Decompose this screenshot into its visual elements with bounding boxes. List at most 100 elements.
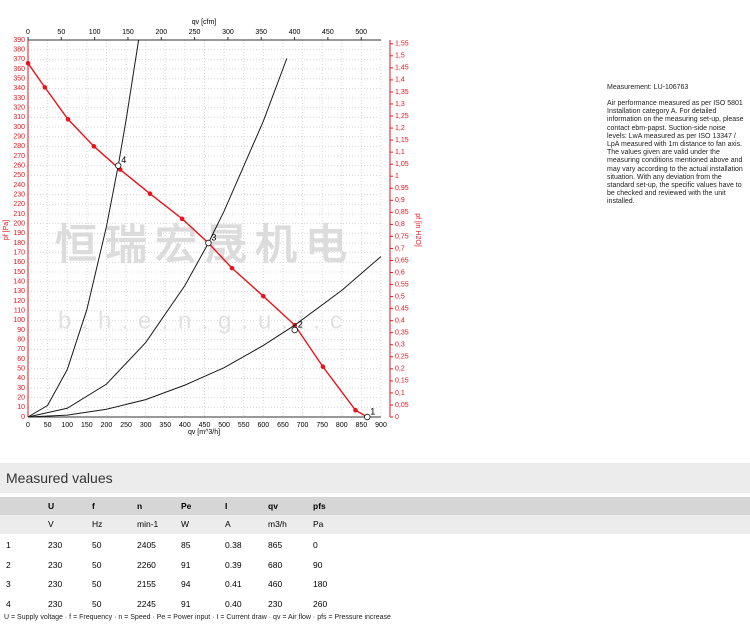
data-cell: 50: [92, 540, 102, 550]
footer: U = Supply voltage · f = Frequency · n =…: [4, 614, 391, 621]
x-tick-label: 600: [257, 422, 269, 429]
point: [42, 85, 48, 90]
unit-cell: Hz: [92, 519, 103, 529]
y2-tick-label: 1,1: [395, 149, 405, 156]
point: [147, 191, 153, 196]
y2-tick-label: 1,35: [395, 89, 409, 96]
x-tick-label: 550: [238, 422, 250, 429]
y2-tick-label: 0,2: [395, 366, 405, 373]
data-row: 4 230 50 2245 91 0.40 230 260: [0, 595, 750, 614]
y-tick-label: 280: [13, 143, 25, 150]
x-tick-label: 700: [297, 422, 309, 429]
header-cell: qv: [268, 501, 278, 511]
x-tick-label: 500: [218, 422, 230, 429]
y2-tick-label: 0,6: [395, 269, 405, 276]
x2-tick-label: 150: [122, 29, 134, 36]
y2-tick-label: 0,3: [395, 342, 405, 349]
y-tick-label: 70: [17, 346, 25, 353]
x-tick-label: 450: [199, 422, 211, 429]
y2-tick-label: 0,25: [395, 354, 409, 361]
x-tick-label: 350: [159, 422, 171, 429]
point: [65, 116, 71, 122]
x-tick-label: 250: [120, 422, 132, 429]
unit-cell: W: [181, 519, 190, 529]
y2-tick-label: 0,35: [395, 330, 409, 337]
y2-tick-label: 0: [395, 414, 399, 421]
data-cell: 3: [6, 579, 11, 589]
unit-cell: V: [48, 519, 54, 529]
data-cell: 0.38: [225, 540, 242, 550]
unit-cell: min-1: [137, 519, 159, 529]
x2-tick-label: 300: [222, 29, 234, 36]
x-tick-label: 150: [81, 422, 93, 429]
y-tick-label: 0: [21, 414, 25, 421]
y-tick-label: 60: [17, 356, 25, 363]
y2-tick-label: 0,55: [395, 281, 409, 288]
y-tick-label: 320: [13, 105, 25, 112]
y2-tick-label: 0,7: [395, 245, 405, 252]
measurement: Measurement: LU-106763: [607, 84, 689, 91]
y-tick-label: 290: [13, 134, 25, 141]
y-tick-label: 50: [17, 366, 25, 373]
data-cell: 4: [6, 598, 11, 609]
y-tick-label: 350: [13, 76, 25, 83]
unit-cell: Pa: [313, 519, 324, 529]
y2-tick-label: 1,05: [395, 161, 409, 168]
y-tick-label: 260: [13, 163, 25, 170]
x2-tick-label: 100: [89, 29, 101, 36]
y-tick-label: 330: [13, 95, 25, 102]
y2-tick-label: 0,15: [395, 378, 409, 385]
y-tick-label: 220: [13, 201, 25, 208]
header-cell: I: [225, 501, 228, 511]
y2-tick-label: 1,5: [395, 53, 405, 60]
y-tick-label: 40: [17, 375, 25, 382]
data-cell: 230: [268, 598, 283, 609]
data-cell: 230: [48, 579, 63, 589]
data-cell: 0.41: [225, 579, 242, 589]
y-label: pf [Pa]: [3, 220, 10, 240]
y2-label: pf [in H2O]: [414, 213, 421, 247]
x2-tick-label: 0: [26, 29, 30, 36]
point: [179, 216, 185, 222]
data-cell: 230: [48, 598, 63, 609]
point: [353, 407, 358, 413]
data-cell: 2245: [137, 598, 156, 609]
curve: [27, 58, 288, 418]
y-tick-label: 150: [13, 269, 25, 276]
y-tick-label: 30: [17, 385, 25, 392]
data-cell: 50: [92, 579, 102, 589]
x-tick-label: 400: [179, 422, 191, 429]
y2-tick-label: 0,8: [395, 221, 405, 228]
data-row: 3 230 50 2155 94 0.41 460 180: [0, 575, 750, 594]
y2-tick-label: 1,55: [395, 41, 409, 48]
x2-tick-label: 200: [155, 29, 167, 36]
y2-tick-label: 1,3: [395, 101, 405, 108]
point: [261, 293, 266, 299]
y-tick-label: 180: [13, 240, 25, 247]
data-cell: 260: [313, 598, 328, 609]
y-tick-label: 100: [13, 317, 25, 324]
header-cell: pfs: [313, 501, 326, 511]
data-cell: 50: [92, 598, 102, 609]
operating-point-label: 4: [121, 155, 126, 165]
data-cell: 2: [6, 559, 11, 570]
x-tick-label: 200: [101, 422, 113, 429]
y-tick-label: 10: [17, 404, 25, 411]
y-tick-label: 80: [17, 337, 25, 344]
curve: [27, 39, 140, 418]
x2-tick-label: 500: [355, 29, 367, 36]
y-tick-label: 310: [13, 114, 25, 121]
point: [25, 60, 31, 66]
operating-point: [291, 326, 298, 334]
y-tick-label: 120: [13, 298, 25, 305]
y-tick-label: 110: [14, 308, 25, 315]
header-cell: Pe: [181, 501, 192, 511]
x2-tick-label: 400: [289, 29, 301, 36]
unit-cell: A: [225, 519, 231, 529]
data-cell: 90: [313, 559, 323, 570]
y-tick-label: 300: [13, 124, 25, 131]
y-tick-label: 250: [13, 172, 25, 179]
data-cell: 460: [268, 579, 283, 589]
curve: [27, 62, 368, 418]
